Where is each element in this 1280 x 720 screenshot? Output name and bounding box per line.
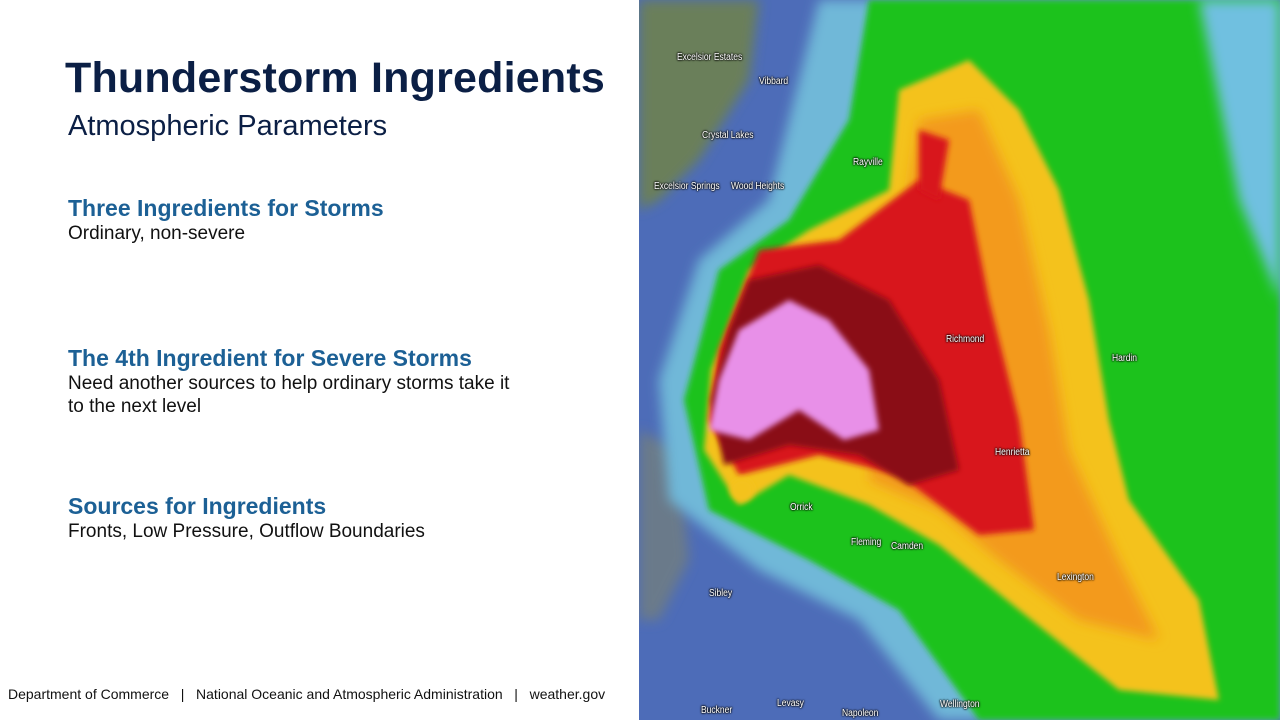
radar-pink-echo: [709, 300, 879, 440]
town-label: Napoleon: [842, 708, 879, 719]
town-label: Wellington: [940, 699, 980, 710]
section-heading: The 4th Ingredient for Severe Storms: [68, 345, 472, 371]
slide-footer: Department of Commerce | National Oceani…: [8, 686, 606, 702]
town-label: Hardin: [1112, 353, 1138, 364]
radar-red-echo: [919, 130, 949, 200]
slide-subtitle: Atmospheric Parameters: [68, 110, 388, 142]
town-label: Excelsior Springs: [654, 181, 720, 192]
slide-title: Thunderstorm Ingredients: [65, 54, 605, 102]
town-label: Henrietta: [995, 447, 1030, 458]
radar-image: Excelsior Estates Vibbard Crystal Lakes …: [639, 0, 1280, 720]
section-body: Need another sources to help ordinary st…: [68, 373, 510, 417]
section-body: Ordinary, non-severe: [68, 223, 246, 244]
section-heading: Three Ingredients for Storms: [68, 195, 384, 221]
town-label: Wood Heights: [731, 181, 785, 192]
town-label: Excelsior Estates: [677, 52, 743, 63]
town-label: Orrick: [790, 502, 813, 513]
town-label: Crystal Lakes: [702, 130, 754, 141]
section-three-ingredients: Three Ingredients for Storms Ordinary, n…: [68, 195, 528, 245]
section-sources: Sources for Ingredients Fronts, Low Pres…: [68, 493, 528, 543]
town-label: Vibbard: [759, 76, 789, 87]
radar-reflectivity-map: [639, 0, 1280, 720]
town-label: Levasy: [777, 698, 804, 709]
town-label: Lexington: [1057, 572, 1094, 583]
town-label: Rayville: [853, 157, 883, 168]
radar-hook-echo: [730, 478, 754, 502]
town-label: Richmond: [946, 334, 985, 345]
slide-text-panel: Thunderstorm Ingredients Atmospheric Par…: [0, 0, 639, 720]
map-terrain: [639, 0, 759, 210]
section-heading: Sources for Ingredients: [68, 493, 327, 519]
radar-light-echo: [1199, 0, 1280, 300]
town-label: Buckner: [701, 705, 733, 716]
town-label: Sibley: [709, 588, 733, 599]
section-fourth-ingredient: The 4th Ingredient for Severe Storms Nee…: [68, 345, 528, 418]
section-body: Fronts, Low Pressure, Outflow Boundaries: [68, 521, 425, 542]
town-label: Camden: [891, 541, 924, 552]
town-label: Fleming: [851, 537, 882, 548]
